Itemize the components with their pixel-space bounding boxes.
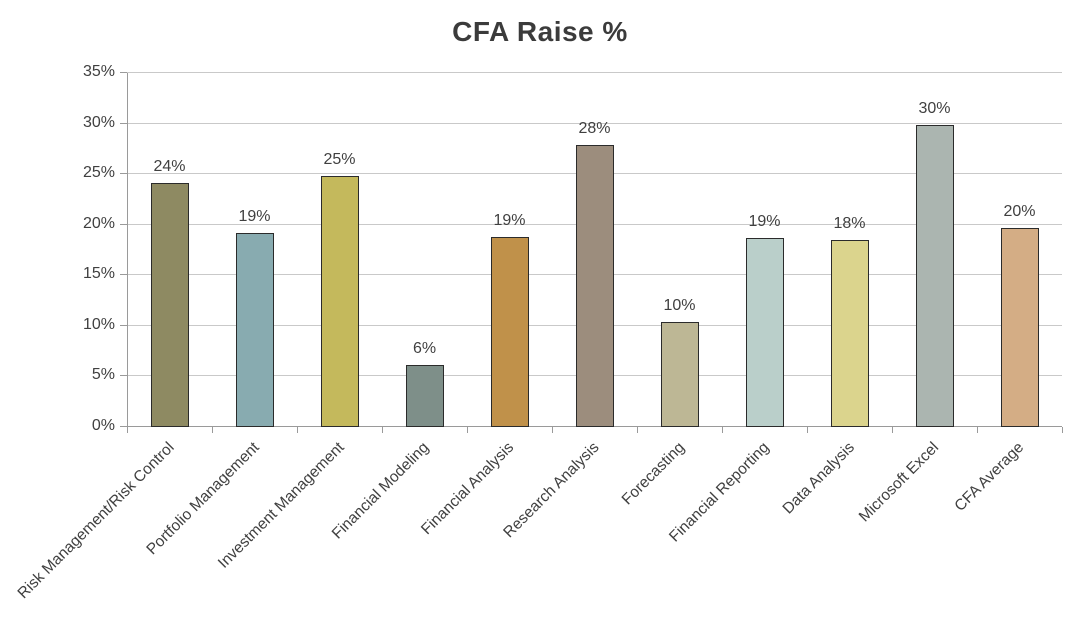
x-axis-tick-mark xyxy=(807,427,808,433)
bar-value-label: 28% xyxy=(578,119,611,137)
bar xyxy=(575,144,614,427)
x-category-label: Risk Management/Risk Control xyxy=(14,439,178,603)
y-tick-label: 25% xyxy=(82,164,115,182)
y-tick-label: 0% xyxy=(91,417,115,434)
x-axis-tick-mark xyxy=(297,427,298,433)
y-tick-label: 15% xyxy=(82,265,115,283)
y-axis-tick-mark xyxy=(120,223,127,225)
bar xyxy=(1000,227,1039,427)
y-tick-label: 20% xyxy=(82,214,115,232)
x-axis-tick-mark xyxy=(127,427,128,433)
x-category-label: Forecasting xyxy=(618,439,688,509)
bar-value-label: 19% xyxy=(493,211,526,229)
bar-value-label: 25% xyxy=(323,151,356,169)
x-axis-tick-mark xyxy=(212,427,213,433)
x-axis-tick-mark xyxy=(637,427,638,433)
bar-value-label: 24% xyxy=(153,158,186,176)
x-axis-tick-mark xyxy=(892,427,893,433)
y-axis-tick-mark xyxy=(120,173,127,175)
y-tick-label: 30% xyxy=(82,113,115,131)
y-axis-tick-mark xyxy=(120,375,127,377)
bar xyxy=(745,237,784,427)
bar xyxy=(320,176,359,427)
x-axis-tick-mark xyxy=(467,427,468,433)
x-axis-tick-mark xyxy=(552,427,553,433)
bar-value-label: 30% xyxy=(918,99,951,117)
bar xyxy=(915,124,954,427)
x-category-label: CFA Average xyxy=(951,439,1028,515)
x-category-label: Data Analysis xyxy=(779,439,858,518)
bar-value-label: 19% xyxy=(238,207,271,225)
y-axis-line xyxy=(127,73,128,427)
x-axis-tick-mark xyxy=(722,427,723,433)
y-tick-label: 35% xyxy=(82,63,115,80)
chart-title: CFA Raise % xyxy=(452,16,628,47)
y-axis-tick-mark xyxy=(120,274,127,276)
bar xyxy=(235,232,274,427)
x-axis-tick-mark xyxy=(1062,427,1063,433)
bar xyxy=(150,183,189,427)
bar-value-label: 20% xyxy=(1003,202,1036,220)
y-axis-tick-mark xyxy=(120,324,127,326)
bar-value-label: 10% xyxy=(663,296,696,314)
y-tick-label: 10% xyxy=(82,315,115,333)
y-axis-tick-mark xyxy=(120,122,127,124)
bar xyxy=(830,239,869,427)
gridline xyxy=(127,72,1062,73)
bar-value-label: 18% xyxy=(833,214,866,232)
y-axis-tick-mark xyxy=(120,72,127,73)
bar-value-label: 6% xyxy=(412,340,437,358)
x-category-label: Financial Analysis xyxy=(418,439,518,539)
y-axis-tick-mark xyxy=(120,426,127,427)
bar xyxy=(490,236,529,427)
bar xyxy=(660,321,699,427)
x-category-label: Microsoft Excel xyxy=(856,439,943,526)
x-axis-tick-mark xyxy=(977,427,978,433)
bar-value-label: 19% xyxy=(748,212,781,230)
bar xyxy=(405,365,444,427)
x-axis-tick-mark xyxy=(382,427,383,433)
plot-area: 0% 5% 10% 15% 20% 25% 30% 35% 24% Risk Management… xyxy=(14,64,1063,602)
x-category-label: Research Analysis xyxy=(500,439,603,542)
y-tick-label: 5% xyxy=(91,366,115,384)
gridline xyxy=(127,122,1062,124)
